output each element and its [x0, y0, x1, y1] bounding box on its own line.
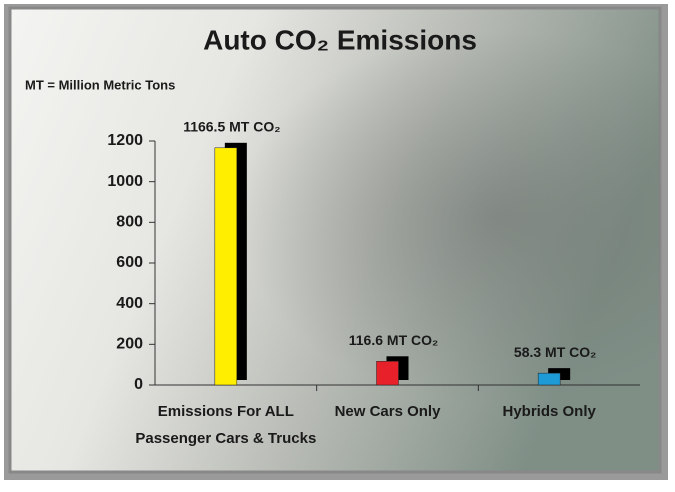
value-label: 116.6 MT CO₂: [349, 332, 438, 348]
y-tick-label: 0: [134, 376, 143, 393]
value-label: 1166.5 MT CO₂: [183, 119, 280, 135]
bar: [214, 147, 238, 386]
x-tick-label: Passenger Cars & Trucks: [135, 430, 316, 447]
chart-title: Auto CO₂ Emissions: [203, 24, 477, 55]
y-tick-label: 400: [116, 295, 143, 312]
y-tick-label: 200: [116, 336, 143, 353]
value-label: 58.3 MT CO₂: [514, 344, 596, 360]
x-tick-label: New Cars Only: [335, 403, 442, 420]
x-tick-label: Emissions For ALL: [158, 403, 294, 420]
bar: [376, 361, 399, 386]
background-haze: [10, 8, 660, 472]
y-tick-label: 600: [116, 254, 143, 271]
y-tick-label: 800: [116, 214, 143, 231]
y-tick-label: 1000: [107, 173, 143, 190]
x-tick-label: Hybrids Only: [502, 403, 596, 420]
bar: [537, 372, 561, 386]
chart-subtitle: MT = Million Metric Tons: [25, 77, 175, 92]
y-tick-label: 1200: [107, 132, 143, 149]
